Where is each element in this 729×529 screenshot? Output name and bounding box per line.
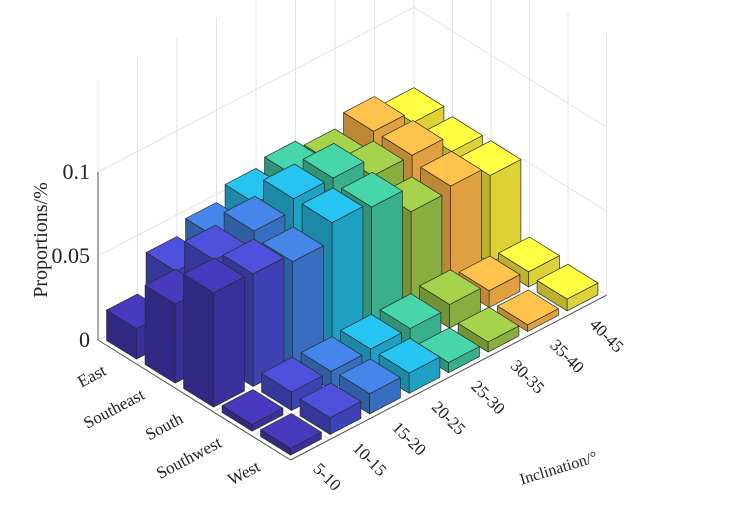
inclination-tick-label: 35-40	[546, 335, 587, 376]
bar-40-45-southwest	[498, 236, 560, 288]
z-axis-label: Proportions/%	[30, 182, 52, 298]
bar-10-15-west	[299, 382, 362, 435]
inclination-tick-label: 25-30	[467, 377, 508, 418]
bar-30-35-southwest	[419, 269, 481, 329]
aspect-tick-label: South	[142, 409, 186, 445]
bar-40-45-west	[536, 263, 599, 312]
bar-10-15-southwest	[261, 356, 323, 411]
inclination-tick-label: 5-10	[309, 459, 344, 494]
bar-5-10-west	[260, 413, 322, 456]
inclination-tick-label: 40-45	[586, 315, 627, 356]
aspect-tick-label: Southeast	[80, 385, 148, 433]
bar-35-40-west	[497, 289, 559, 332]
bar-5-10-south	[183, 257, 245, 408]
aspect-tick-label: East	[74, 361, 109, 392]
bar-5-10-southwest	[221, 389, 284, 432]
x-axis-label: Inclination/°	[518, 449, 600, 489]
bar-30-35-west	[457, 306, 520, 353]
inclination-tick-label: 15-20	[388, 418, 429, 459]
z-tick-label: 0.1	[63, 159, 91, 184]
bar-15-20-west	[339, 358, 401, 415]
aspect-tick-label: Southwest	[153, 433, 225, 483]
inclination-tick-label: 10-15	[349, 438, 390, 479]
inclination-tick-label: 30-35	[507, 356, 548, 397]
z-tick-label: 0	[79, 327, 90, 352]
aspect-tick-label: West	[225, 457, 264, 490]
inclination-tick-label: 20-25	[428, 397, 469, 438]
bars-layer	[106, 87, 599, 456]
z-tick-label: 0.05	[52, 243, 91, 268]
